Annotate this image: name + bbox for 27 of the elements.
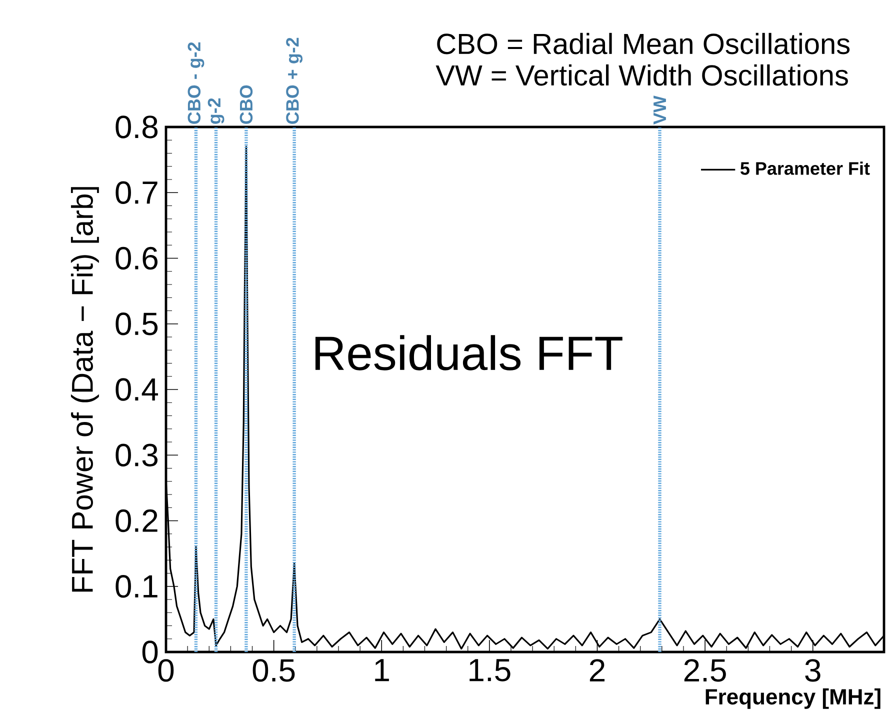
ref-line-label: CBO - g-2 [188, 42, 204, 124]
text: CBO = Radial Mean Oscillations [437, 32, 850, 54]
x-tick-label: 1.5 [470, 659, 510, 682]
ref-line-label: g-2 [208, 98, 224, 124]
y-tick-label: 0.5 [116, 312, 158, 336]
y-tick-label: 0.1 [116, 575, 158, 598]
x-tick-label: 1 [375, 659, 389, 682]
y-tick-label: 0.4 [116, 378, 158, 401]
x-tick-label: 3 [805, 659, 820, 682]
ref-line-label: VW [654, 96, 666, 124]
x-tick-label: 2.5 [684, 659, 726, 682]
x-tick-label: 0 [158, 659, 174, 682]
y-axis-title: FFT Power of (Data − Fit) [arb] [70, 187, 99, 592]
x-tick-label: 2 [590, 659, 605, 682]
y-tick-label: 0 [142, 640, 158, 664]
y-tick-label: 0.3 [116, 444, 158, 466]
ref-line-label: CBO [240, 85, 253, 124]
legend-label: 5 Parameter Fit [740, 162, 870, 175]
ref-line-label: CBO + g-2 [286, 38, 302, 124]
annotation: Residuals FFT [315, 335, 622, 370]
text: VW = Vertical Width Oscillations [436, 64, 848, 86]
y-tick-label: 0.2 [116, 509, 158, 532]
x-tick-label: 0.5 [252, 659, 295, 682]
y-tick-label: 0.8 [116, 116, 158, 138]
x-axis-title: Frequency [MHz] [706, 688, 880, 709]
y-tick-label: 0.7 [116, 181, 158, 204]
y-tick-label: 0.6 [116, 246, 158, 270]
